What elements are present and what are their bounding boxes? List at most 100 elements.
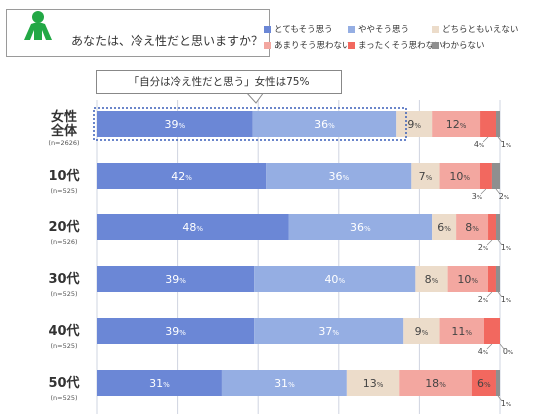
bar-segment <box>495 266 500 292</box>
question-box: あなたは、冷え性だと思いますか？ <box>6 9 270 57</box>
bar-segment <box>496 214 500 240</box>
highlight-frame <box>93 107 407 141</box>
legend-label: とてもそう思う <box>274 25 333 35</box>
data-label: 4% <box>478 347 488 356</box>
label-leader <box>499 343 505 350</box>
legend-label: ややそう思う <box>358 25 410 35</box>
data-label: 1% <box>501 243 511 252</box>
bar-segment <box>399 370 472 396</box>
legend-label: まったくそう思わない <box>358 41 443 51</box>
data-label: 39% <box>165 273 186 286</box>
bar-segment <box>447 266 488 292</box>
label-leader <box>486 343 493 350</box>
data-label: 2% <box>478 295 488 304</box>
label-leader <box>497 239 503 246</box>
data-label: 8% <box>425 273 439 286</box>
data-label: 6% <box>437 221 451 234</box>
data-label: 31% <box>274 377 295 390</box>
data-label: 40% <box>324 273 345 286</box>
category-label: 全体 <box>50 123 78 139</box>
legend-swatch <box>264 41 271 49</box>
data-label: 2% <box>499 192 509 201</box>
data-label: 1% <box>501 140 511 149</box>
data-label: 8% <box>465 221 479 234</box>
data-label: 4% <box>474 140 484 149</box>
data-label: 1% <box>501 399 511 408</box>
person-icon <box>24 11 52 40</box>
bar-segment <box>254 266 416 292</box>
bar-segment <box>288 214 433 240</box>
data-label: 0% <box>503 347 513 356</box>
bar-segment <box>221 370 347 396</box>
category-label: 20代 <box>48 219 79 235</box>
bar-segment <box>415 266 448 292</box>
data-label: 48% <box>182 221 203 234</box>
bar-segment <box>439 318 484 344</box>
bar-segment <box>480 111 497 137</box>
data-label: 39% <box>165 325 186 338</box>
data-label: 12% <box>446 118 467 131</box>
callout-pointer <box>245 91 265 104</box>
category-label: 40代 <box>48 323 79 339</box>
label-leader <box>482 136 489 143</box>
bar-segment <box>396 111 433 137</box>
label-leader <box>486 239 493 246</box>
data-label: 42% <box>171 170 192 183</box>
category-label: 50代 <box>48 375 79 391</box>
question-text: あなたは、冷え性だと思いますか？ <box>71 34 264 48</box>
bar-segment <box>432 214 457 240</box>
data-label: 3% <box>472 192 482 201</box>
category-label: 女性 <box>51 109 77 125</box>
category-label: 30代 <box>48 271 79 287</box>
bar-segment <box>496 111 500 137</box>
legend-item: まったくそう思わない <box>348 39 443 51</box>
bar-segment <box>483 318 500 344</box>
data-label: 11% <box>451 325 472 338</box>
data-label: 36% <box>350 221 371 234</box>
data-label: 36% <box>314 118 335 131</box>
legend-item: とてもそう思う <box>264 23 333 35</box>
bar-segment <box>97 370 222 396</box>
legend-item: わからない <box>432 39 485 51</box>
category-n: (n=525) <box>50 394 77 402</box>
bar-segment <box>471 370 496 396</box>
data-label: 1% <box>501 295 511 304</box>
bar-segment <box>495 370 500 396</box>
bar-segment <box>252 111 397 137</box>
bar-segment <box>97 214 289 240</box>
bar-segment <box>346 370 400 396</box>
bar-segment <box>266 163 412 189</box>
data-label: 7% <box>419 170 433 183</box>
legend-swatch <box>264 25 271 33</box>
legend-swatch <box>432 41 439 49</box>
legend-item: どちらともいえない <box>432 23 518 35</box>
bar-segment <box>487 266 496 292</box>
bar-segment <box>411 163 440 189</box>
category-n: (n=2626) <box>48 139 79 147</box>
bar-segment <box>97 163 267 189</box>
legend-item: ややそう思う <box>348 23 409 35</box>
bar-segment <box>488 214 497 240</box>
data-label: 31% <box>149 377 170 390</box>
legend-label: どちらともいえない <box>442 25 519 35</box>
data-label: 39% <box>164 118 185 131</box>
data-label: 37% <box>318 325 339 338</box>
category-n: (n=526) <box>50 238 77 246</box>
data-label: 13% <box>363 377 384 390</box>
label-leader <box>497 136 503 143</box>
legend-item: あまりそう思わない <box>264 39 351 51</box>
legend-label: わからない <box>442 41 485 51</box>
category-n: (n=525) <box>50 187 77 195</box>
bar-segment <box>403 318 440 344</box>
data-label: 6% <box>477 377 491 390</box>
bar-segment <box>97 318 255 344</box>
data-label: 2% <box>478 243 488 252</box>
label-leader <box>495 188 501 195</box>
label-leader <box>497 395 503 402</box>
category-n: (n=525) <box>50 290 77 298</box>
data-label: 9% <box>407 118 421 131</box>
bar-segment <box>491 163 500 189</box>
legend-swatch <box>432 25 439 33</box>
label-leader <box>497 291 503 298</box>
